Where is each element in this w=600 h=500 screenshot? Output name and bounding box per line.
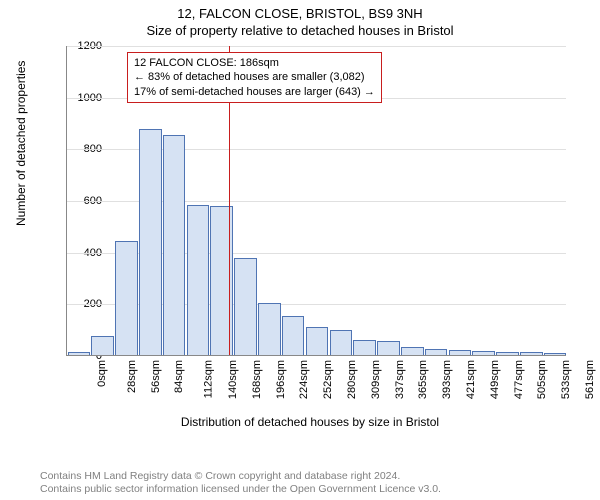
footer-line-2: Contains public sector information licen…: [40, 483, 441, 496]
histogram-bar: [210, 206, 233, 355]
histogram-bar: [115, 241, 138, 355]
x-tick: 28sqm: [126, 360, 138, 393]
x-tick: 421sqm: [465, 360, 477, 399]
y-axis-label: Number of detached properties: [14, 61, 28, 226]
x-tick: 140sqm: [227, 360, 239, 399]
x-tick: 561sqm: [584, 360, 596, 399]
x-tick: 477sqm: [513, 360, 525, 399]
x-tick: 252sqm: [322, 360, 334, 399]
histogram-bar: [544, 353, 567, 355]
page-title-1: 12, FALCON CLOSE, BRISTOL, BS9 3NH: [0, 0, 600, 21]
x-tick: 84sqm: [173, 360, 185, 393]
x-tick: 112sqm: [202, 360, 214, 398]
x-tick: 224sqm: [299, 360, 311, 399]
histogram-bar: [139, 129, 162, 355]
x-tick: 196sqm: [275, 360, 287, 399]
histogram-bar: [496, 352, 519, 355]
x-tick: 56sqm: [150, 360, 162, 393]
histogram-bar: [68, 352, 91, 355]
histogram-bar: [425, 349, 448, 355]
histogram-bar: [330, 330, 353, 355]
histogram-bar: [353, 340, 376, 356]
plot-area: 12 FALCON CLOSE: 186sqm← 83% of detached…: [66, 46, 566, 356]
annotation-box: 12 FALCON CLOSE: 186sqm← 83% of detached…: [127, 52, 382, 103]
histogram-bar: [449, 350, 472, 355]
histogram-bar: [472, 351, 495, 355]
x-tick: 449sqm: [489, 360, 501, 399]
histogram-bar: [91, 336, 114, 355]
histogram-bar: [258, 303, 281, 355]
annotation-line: 17% of semi-detached houses are larger (…: [134, 85, 375, 99]
x-tick: 309sqm: [370, 360, 382, 399]
page-title-2: Size of property relative to detached ho…: [0, 21, 600, 38]
footer-line-1: Contains HM Land Registry data © Crown c…: [40, 470, 441, 483]
x-tick: 337sqm: [394, 360, 406, 399]
histogram-bar: [520, 352, 543, 355]
x-tick: 168sqm: [251, 360, 263, 399]
histogram-bar: [306, 327, 329, 355]
chart-container: Number of detached properties 0200400600…: [40, 46, 580, 416]
histogram-bar: [187, 205, 210, 355]
x-axis-label: Distribution of detached houses by size …: [40, 415, 580, 429]
x-tick: 0sqm: [96, 360, 108, 387]
histogram-bar: [377, 341, 400, 355]
histogram-bar: [234, 258, 257, 355]
histogram-bar: [163, 135, 186, 355]
x-tick: 533sqm: [560, 360, 572, 399]
histogram-bar: [401, 347, 424, 355]
x-tick-labels: 0sqm 28sqm 56sqm 84sqm 112sqm 140sqm 168sqm 196…: [66, 358, 566, 418]
x-tick: 365sqm: [418, 360, 430, 399]
annotation-line: ← 83% of detached houses are smaller (3,…: [134, 70, 375, 84]
footer-attribution: Contains HM Land Registry data © Crown c…: [40, 470, 441, 496]
x-tick: 505sqm: [537, 360, 549, 399]
histogram-bar: [282, 316, 305, 355]
annotation-line: 12 FALCON CLOSE: 186sqm: [134, 56, 375, 70]
x-tick: 393sqm: [441, 360, 453, 399]
x-tick: 280sqm: [346, 360, 358, 399]
